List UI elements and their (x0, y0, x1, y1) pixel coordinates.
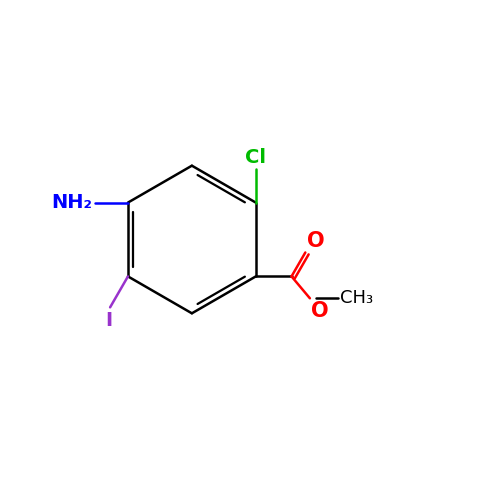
Text: I: I (105, 311, 113, 330)
Text: Cl: Cl (245, 148, 266, 167)
Text: CH₃: CH₃ (341, 289, 374, 308)
Text: O: O (307, 230, 325, 251)
Text: NH₂: NH₂ (51, 193, 92, 212)
Text: O: O (311, 301, 329, 320)
